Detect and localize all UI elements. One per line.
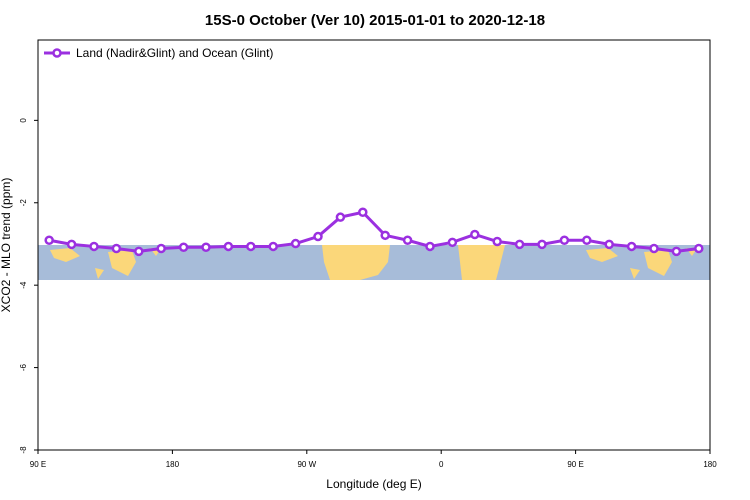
data-point xyxy=(268,241,278,252)
data-point xyxy=(470,229,480,240)
x-tick-label: 0 xyxy=(439,460,444,469)
y-tick-label: -8 xyxy=(19,446,28,454)
data-point xyxy=(44,235,54,246)
y-tick-label: -2 xyxy=(19,199,28,207)
data-point xyxy=(626,241,637,252)
data-point xyxy=(402,235,413,246)
data-point xyxy=(134,246,144,257)
x-tick-label: 90 W xyxy=(297,460,316,469)
legend-marker xyxy=(52,48,62,58)
data-point xyxy=(514,239,525,250)
data-point xyxy=(223,241,234,252)
x-tick-label: 90 E xyxy=(30,460,46,469)
data-point xyxy=(335,212,346,222)
data-point xyxy=(671,246,682,257)
data-point xyxy=(492,236,502,247)
plot-frame xyxy=(37,39,711,451)
data-point xyxy=(649,243,659,254)
data-point xyxy=(380,230,390,241)
data-point xyxy=(313,231,323,242)
data-point xyxy=(358,207,368,217)
data-point xyxy=(694,243,704,254)
x-axis-label: Longitude (deg E) xyxy=(326,477,421,491)
legend-label: Land (Nadir&Glint) and Ocean (Glint) xyxy=(76,46,273,60)
data-point xyxy=(89,241,99,252)
x-tick-label: 90 E xyxy=(567,460,583,469)
data-point xyxy=(66,239,77,250)
data-point xyxy=(447,237,458,248)
y-tick-label: -6 xyxy=(19,363,28,371)
y-axis-label: XCO2 - MLO trend (ppm) xyxy=(0,178,13,313)
data-point xyxy=(290,238,301,249)
data-point xyxy=(425,241,435,252)
data-point xyxy=(604,239,614,250)
y-tick-label: 0 xyxy=(19,118,28,123)
x-tick-label: 180 xyxy=(166,460,180,469)
data-point xyxy=(178,242,189,253)
x-tick-label: 180 xyxy=(703,460,717,469)
data-point xyxy=(111,243,122,254)
data-point xyxy=(559,235,570,246)
data-point xyxy=(156,243,166,254)
data-point xyxy=(201,242,211,253)
y-tick-label: -4 xyxy=(19,281,28,289)
data-point xyxy=(537,239,547,250)
map-strip xyxy=(38,245,710,280)
data-point xyxy=(246,241,256,252)
chart-title: 15S-0 October (Ver 10) 2015-01-01 to 202… xyxy=(205,12,545,29)
data-point xyxy=(582,235,592,246)
